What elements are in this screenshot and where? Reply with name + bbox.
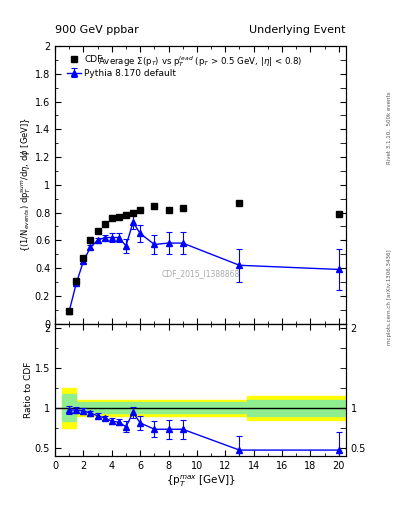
Y-axis label: Ratio to CDF: Ratio to CDF <box>24 361 33 418</box>
CDF <box>95 227 100 233</box>
CDF <box>88 237 93 243</box>
CDF <box>138 207 143 213</box>
Legend: CDF, Pythia 8.170 default: CDF, Pythia 8.170 default <box>65 53 178 79</box>
CDF <box>74 278 79 284</box>
CDF <box>116 214 121 220</box>
CDF <box>109 215 114 221</box>
Text: 900 GeV ppbar: 900 GeV ppbar <box>55 25 139 35</box>
CDF <box>166 207 171 213</box>
Line: CDF: CDF <box>66 200 342 314</box>
Text: Rivet 3.1.10,  500k events: Rivet 3.1.10, 500k events <box>387 92 392 164</box>
Text: Underlying Event: Underlying Event <box>249 25 346 35</box>
X-axis label: {p$_T^{max}$ [GeV]}: {p$_T^{max}$ [GeV]} <box>165 473 235 489</box>
CDF <box>102 221 107 227</box>
CDF <box>123 212 128 219</box>
Text: CDF_2015_I1388868: CDF_2015_I1388868 <box>161 269 240 278</box>
CDF <box>67 308 72 314</box>
Text: mcplots.cern.ch [arXiv:1306.3436]: mcplots.cern.ch [arXiv:1306.3436] <box>387 249 392 345</box>
CDF <box>180 205 185 211</box>
CDF <box>81 255 86 262</box>
CDF <box>131 209 136 216</box>
CDF <box>152 203 157 209</box>
CDF <box>336 211 341 217</box>
CDF <box>237 200 242 206</box>
Text: Average $\Sigma$(p$_T$) vs p$_T^{lead}$ (p$_T$ > 0.5 GeV, |$\eta$| < 0.8): Average $\Sigma$(p$_T$) vs p$_T^{lead}$ … <box>98 54 303 69</box>
Y-axis label: {(1/N$_{events}$) dp$_T^{sum}$/d$\eta$, d$\phi$ [GeV]}: {(1/N$_{events}$) dp$_T^{sum}$/d$\eta$, … <box>20 117 33 252</box>
